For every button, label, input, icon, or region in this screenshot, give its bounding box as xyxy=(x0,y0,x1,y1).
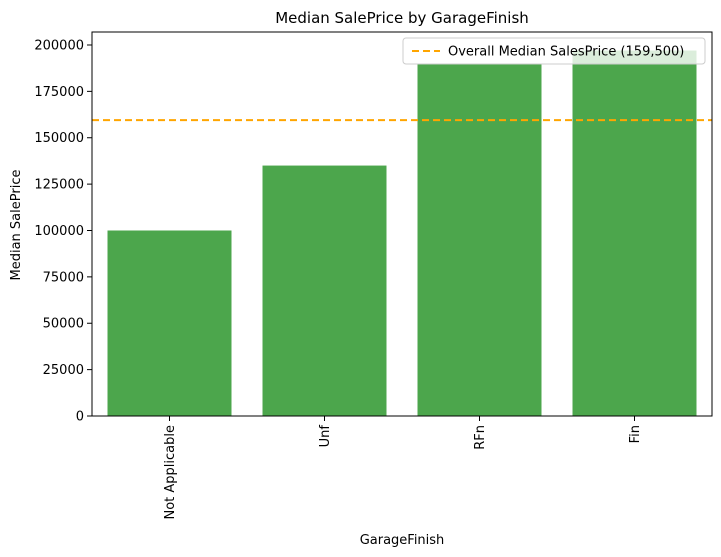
plot-area: 0 25000 50000 75000 100000 125000 150000 175000… xyxy=(34,31,713,520)
y-tick-label: 0 xyxy=(76,410,84,425)
y-axis-title: Median SalePrice xyxy=(9,170,24,281)
y-tick-label: 200000 xyxy=(34,38,84,53)
x-tick-label: Fin xyxy=(628,425,643,443)
bar xyxy=(262,165,387,416)
y-tick-label: 175000 xyxy=(34,85,84,100)
bar xyxy=(572,50,697,417)
y-tick-label: 125000 xyxy=(34,178,84,193)
bar xyxy=(417,63,542,417)
x-tick-label: Unf xyxy=(318,425,333,448)
y-tick-label: 150000 xyxy=(34,131,84,146)
y-tick-label: 75000 xyxy=(43,270,84,285)
x-tick-label: Not Applicable xyxy=(163,425,178,520)
x-tick-label: RFn xyxy=(473,425,488,450)
legend-box xyxy=(402,37,706,65)
plot-frame xyxy=(91,31,713,417)
y-tick-label: 100000 xyxy=(34,224,84,239)
y-tick-label: 50000 xyxy=(43,317,84,332)
chart-title: Median SalePrice by GarageFinish xyxy=(275,9,529,27)
legend-label: Overall Median SalesPrice (159,500) xyxy=(448,45,684,60)
x-axis-title: GarageFinish xyxy=(360,533,445,548)
y-tick-label: 25000 xyxy=(43,363,84,378)
bar xyxy=(107,230,232,416)
